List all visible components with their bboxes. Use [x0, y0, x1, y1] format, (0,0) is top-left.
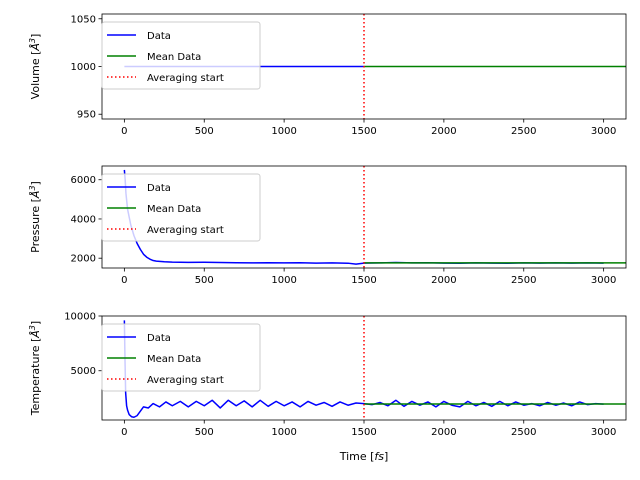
y-tick-label: 1000 [71, 62, 96, 73]
y-tick-label: 4000 [71, 214, 96, 225]
legend-entry-label: Averaging start [147, 375, 224, 386]
chart-panel-3: 0 500 1000 1500 2000 2500 3000 5000 10000 Tempera… [28, 312, 627, 438]
x-tick-label: 3000 [591, 275, 616, 286]
x-tick-label: 1000 [271, 275, 296, 286]
legend: Data Mean Data Averaging start [101, 173, 261, 242]
y-axis-label: Pressure [Å3] [28, 181, 43, 253]
x-tick-label: 500 [195, 427, 214, 438]
x-tick-label: 1500 [351, 427, 376, 438]
legend: Data Mean Data Averaging start [101, 323, 261, 392]
x-tick-label: 1500 [351, 275, 376, 286]
x-tick-label: 500 [195, 126, 214, 137]
legend-entry-label: Mean Data [147, 52, 201, 63]
x-tick-label: 3000 [591, 126, 616, 137]
x-tick-label: 1000 [271, 427, 296, 438]
legend: Data Mean Data Averaging start [101, 21, 261, 90]
x-tick-label: 0 [121, 126, 127, 137]
legend-box [101, 173, 261, 242]
y-tick-label: 10000 [64, 312, 96, 323]
legend-entry-label: Data [147, 183, 171, 194]
x-tick-label: 0 [121, 275, 127, 286]
legend-entry-label: Averaging start [147, 73, 224, 84]
x-tick-label: 2000 [431, 427, 456, 438]
x-tick-label: 2000 [431, 126, 456, 137]
legend-entry-label: Data [147, 333, 171, 344]
x-axis-label: Time [fs] [339, 450, 389, 463]
x-tick-label: 3000 [591, 427, 616, 438]
x-tick-label: 2500 [511, 275, 536, 286]
y-axis-label: Temperature [Å3] [28, 321, 43, 416]
legend-entry-label: Averaging start [147, 225, 224, 236]
x-tick-label: 2500 [511, 126, 536, 137]
x-tick-label: 2500 [511, 427, 536, 438]
legend-entry-label: Mean Data [147, 204, 201, 215]
legend-box [101, 21, 261, 90]
x-tick-label: 0 [121, 427, 127, 438]
x-tick-label: 500 [195, 275, 214, 286]
x-tick-label: 1000 [271, 126, 296, 137]
chart-panel-2: 0 500 1000 1500 2000 2500 3000 2000 4000 6000 Pres… [28, 165, 627, 286]
x-tick-label: 1500 [351, 126, 376, 137]
y-tick-label: 2000 [71, 254, 96, 265]
y-tick-label: 5000 [71, 366, 96, 377]
legend-entry-label: Mean Data [147, 354, 201, 365]
legend-entry-label: Data [147, 31, 171, 42]
chart-panel-1: 0 500 1000 1500 2000 2500 3000 950 1000 1050 Volum… [28, 13, 627, 137]
y-tick-label: 6000 [71, 175, 96, 186]
y-axis-label: Volume [Å3] [28, 34, 43, 100]
x-tick-label: 2000 [431, 275, 456, 286]
y-tick-label: 950 [77, 110, 96, 121]
y-tick-label: 1050 [71, 14, 96, 25]
legend-box [101, 323, 261, 392]
